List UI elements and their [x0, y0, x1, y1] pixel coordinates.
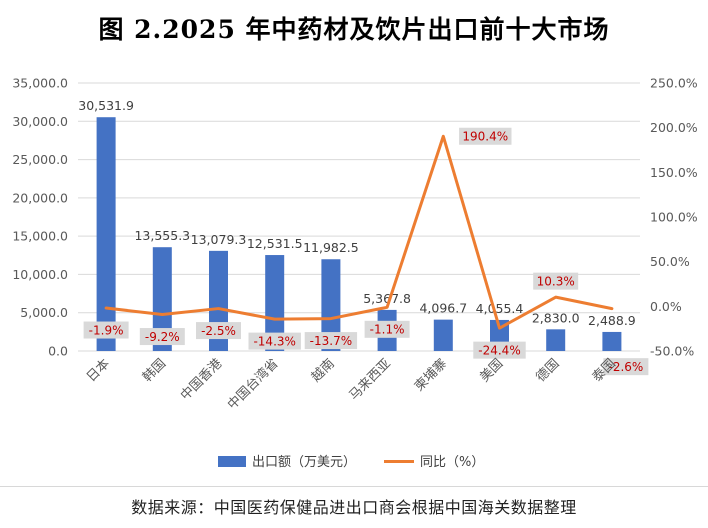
bar-value-label: 13,079.3 [191, 232, 247, 247]
category-label: 中国香港 [178, 356, 225, 403]
chart-title: 图 2.2025 年中药材及饮片出口前十大市场 [98, 15, 610, 44]
line-value-labels: -1.9% -9.2% -2.5% -14.3% -13.7% -1.1% 190.4% -2… [83, 127, 649, 376]
right-tick-label: 0.0% [650, 299, 682, 314]
category-label: 德国 [534, 356, 563, 385]
line-value-label: -2.6% [608, 360, 643, 374]
line-value-label: -24.4% [478, 343, 520, 357]
bar-series [96, 117, 622, 351]
right-tick-label: 200.0% [650, 120, 698, 135]
left-tick-label: 10,000.0 [12, 267, 68, 282]
right-tick-label: 100.0% [650, 210, 698, 225]
left-tick-label: 25,000.0 [12, 152, 68, 167]
legend-bar-label: 出口额（万美元） [252, 455, 356, 470]
source-note: 数据来源：中国医药保健品进出口商会根据中国海关数据整理 [131, 498, 577, 517]
line-value-box [248, 332, 301, 350]
legend-line-label: 同比（%） [420, 455, 484, 470]
bar-value-label: 4,055.4 [476, 301, 524, 316]
bar [433, 319, 453, 351]
category-label: 中国台湾省 [224, 356, 281, 413]
source-divider [0, 486, 708, 487]
left-tick-label: 20,000.0 [12, 190, 68, 205]
line-value-box [533, 272, 579, 290]
right-axis: -50.0% 0.0% 50.0% 100.0% 150.0% 200.0% 250.0% [650, 76, 698, 359]
bar [321, 259, 341, 351]
bar-value-label: 2,830.0 [532, 310, 580, 325]
category-axis: 日本 韩国 中国香港 中国台湾省 越南 马来西亚 柬埔寨 美国 德国 泰国 [84, 356, 619, 413]
right-tick-label: 250.0% [650, 76, 698, 91]
category-label: 美国 [477, 356, 506, 385]
line-value-label: -1.9% [89, 323, 124, 337]
right-tick-label: 50.0% [650, 254, 690, 269]
right-tick-label: -50.0% [650, 344, 694, 359]
bar [265, 255, 285, 351]
bar [546, 329, 566, 351]
bar-value-labels: 30,531.9 13,555.3 13,079.3 12,531.5 11,982.5… [78, 98, 636, 328]
line-value-box [364, 320, 410, 338]
bar-value-label: 12,531.5 [247, 236, 303, 251]
category-label: 韩国 [140, 356, 169, 385]
bar-value-label: 2,488.9 [588, 313, 636, 328]
line-series [104, 134, 614, 330]
line-value-label: -13.7% [310, 334, 352, 348]
line-value-label: 190.4% [462, 130, 508, 144]
line-value-box [304, 332, 358, 350]
left-axis: 0.0 5,000.0 10,000.0 15,000.0 20,000.0 25,000… [12, 76, 68, 359]
left-tick-label: 30,000.0 [12, 114, 68, 129]
line-value-label: -1.1% [370, 323, 405, 337]
category-label: 日本 [84, 356, 113, 385]
left-tick-label: 0.0 [48, 344, 68, 359]
bar-value-label: 13,555.3 [134, 228, 190, 243]
bar-value-label: 4,096.7 [419, 301, 467, 316]
line-value-box [473, 341, 526, 359]
left-tick-label: 15,000.0 [12, 229, 68, 244]
line-value-box [139, 328, 185, 346]
bar [96, 117, 116, 351]
bar-value-label: 5,367.8 [363, 291, 411, 306]
category-label: 越南 [308, 356, 338, 386]
line-value-box [196, 322, 241, 340]
bar-value-label: 11,982.5 [303, 240, 359, 255]
left-tick-label: 35,000.0 [12, 76, 68, 91]
yoy-line [104, 134, 614, 330]
line-value-label: -2.5% [201, 324, 236, 338]
left-tick-label: 5,000.0 [20, 305, 68, 320]
line-value-box [83, 321, 129, 339]
line-value-box [459, 127, 512, 145]
line-value-label: -9.2% [145, 330, 180, 344]
line-value-label: -14.3% [253, 334, 295, 348]
category-label: 柬埔寨 [411, 356, 450, 395]
legend: 出口额（万美元） 同比（%） [218, 455, 484, 470]
line-value-label: 10.3% [537, 274, 575, 288]
line-value-box [603, 358, 649, 376]
category-label: 马来西亚 [347, 356, 394, 403]
bar [152, 247, 172, 351]
bar-value-label: 30,531.9 [78, 98, 134, 113]
legend-bar-swatch [218, 456, 246, 467]
bar [602, 331, 622, 351]
right-tick-label: 150.0% [650, 165, 698, 180]
